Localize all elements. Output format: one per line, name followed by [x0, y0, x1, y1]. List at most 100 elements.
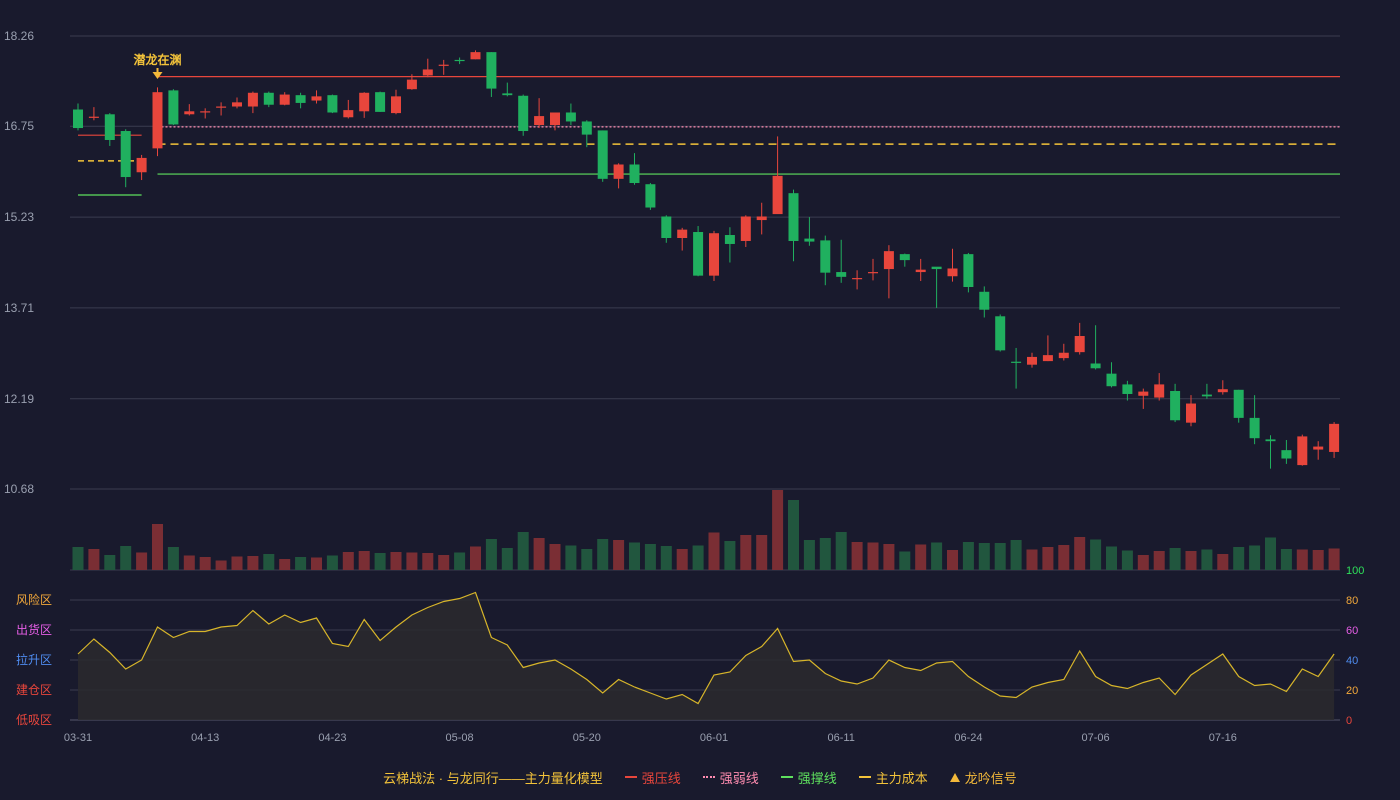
legend-item-strong-weak[interactable]: 强弱线: [702, 768, 759, 787]
volume-bar: [819, 538, 831, 570]
volume-bar: [199, 557, 211, 570]
candle-body: [1281, 450, 1292, 459]
volume-bar: [1249, 545, 1261, 570]
volume-bar: [358, 551, 370, 570]
x-tick-label: 04-13: [191, 732, 219, 744]
indicator-tick-label: 100: [1346, 565, 1364, 577]
volume-bar: [1106, 546, 1117, 570]
candle-body: [232, 102, 242, 107]
candle-body: [677, 229, 688, 238]
candle-body: [1027, 356, 1037, 365]
candle-body: [152, 92, 163, 149]
candle-body: [645, 184, 656, 208]
volume-bar: [772, 490, 784, 570]
volume-bar: [835, 532, 847, 570]
candle-body: [263, 92, 274, 105]
candle-body: [1265, 439, 1276, 442]
candle-body: [200, 111, 211, 113]
candle-body: [947, 268, 958, 277]
zone-label: 风险区: [16, 592, 52, 607]
candle-body: [184, 111, 195, 115]
legend-label-main-cost: 主力成本: [875, 770, 928, 786]
volume-bar: [629, 542, 640, 570]
candle-body: [883, 251, 894, 270]
volume-bar: [1121, 550, 1133, 570]
candle-body: [247, 92, 258, 107]
legend-label-strong-weak: 强弱线: [719, 770, 759, 786]
candle-body: [502, 93, 513, 96]
volume-bar: [88, 549, 100, 570]
candle-body: [1329, 423, 1340, 452]
volume-bar: [342, 552, 354, 570]
volume-bar: [374, 553, 386, 570]
volume-bar: [1010, 540, 1022, 570]
volume-bar: [183, 555, 195, 570]
candle-body: [1217, 389, 1228, 393]
volume-bar: [485, 539, 497, 570]
signal-label: 潜龙在渊: [133, 52, 181, 67]
legend-item-strong-support[interactable]: 强撑线: [780, 768, 837, 787]
volume-bar: [1074, 537, 1086, 570]
legend-item-dragon-signal[interactable]: 龙吟信号: [949, 768, 1017, 787]
indicator-tick-label: 80: [1346, 595, 1358, 607]
price-tick-label: 16.75: [4, 119, 34, 133]
volume-bar: [1328, 548, 1340, 570]
zone-label: 建仓区: [16, 683, 52, 697]
volume-bar: [517, 532, 529, 570]
volume-bar: [501, 548, 513, 570]
legend-item-main-cost[interactable]: 主力成本: [858, 768, 928, 787]
legend-item-strong-pressure[interactable]: 强压线: [624, 768, 681, 787]
candle-body: [868, 272, 878, 274]
volume-bar: [72, 547, 84, 570]
x-tick-label: 06-11: [828, 732, 855, 744]
volume-bar: [1153, 551, 1165, 570]
candle-body: [756, 216, 767, 221]
volume-bar: [1312, 550, 1324, 570]
volume-bar: [597, 539, 609, 570]
stock-chart[interactable]: 18.26 16.75 15.23 13.71 12.19 10.68 潜龙在渊 100 80 6…: [0, 0, 1400, 760]
volume-bar: [660, 546, 672, 570]
candle-body: [979, 291, 990, 310]
candle-body: [295, 95, 306, 103]
x-tick-label: 06-01: [700, 732, 728, 744]
indicator-tick-label: 60: [1346, 625, 1358, 637]
legend-label-strong-support: 强撑线: [797, 770, 837, 786]
volume-bar: [867, 542, 879, 570]
volume-bar: [1058, 545, 1070, 570]
candle-body: [216, 106, 227, 108]
legend-swatch-strong-support: [780, 776, 793, 778]
candle-body: [88, 116, 99, 118]
candle-body: [772, 175, 783, 215]
volume-bar: [279, 559, 291, 570]
triangle-icon: [949, 772, 960, 782]
volume-bar: [152, 524, 163, 570]
candle-body: [740, 216, 751, 241]
candle-body: [406, 79, 417, 90]
price-tick-label: 15.23: [4, 210, 34, 224]
volume-bar: [962, 542, 974, 570]
candle-body: [391, 96, 401, 114]
indicator-tick-label: 20: [1346, 685, 1358, 697]
candle-body: [454, 59, 465, 62]
price-tick-label: 12.19: [4, 392, 34, 406]
zone-label: 出货区: [16, 622, 52, 637]
candle-body: [327, 95, 338, 113]
volume-bar: [247, 556, 259, 570]
candle-body: [438, 64, 449, 66]
x-tick-label: 05-08: [446, 732, 474, 744]
volume-bar: [295, 557, 307, 570]
candle-body: [661, 216, 672, 238]
volume-bar: [1185, 551, 1197, 570]
candle-body: [486, 52, 497, 89]
candle-body: [581, 121, 592, 135]
volume-bar: [613, 540, 625, 570]
volume-bar: [136, 552, 148, 570]
price-tick-label: 13.71: [4, 301, 34, 315]
candle-body: [1154, 384, 1165, 398]
x-tick-label: 04-23: [318, 732, 346, 744]
volume-bar: [644, 544, 656, 570]
candle-body: [1138, 391, 1149, 396]
legend-swatch-strong-pressure: [624, 776, 637, 778]
volume-bar: [1233, 547, 1245, 570]
volume-bar: [994, 543, 1006, 570]
